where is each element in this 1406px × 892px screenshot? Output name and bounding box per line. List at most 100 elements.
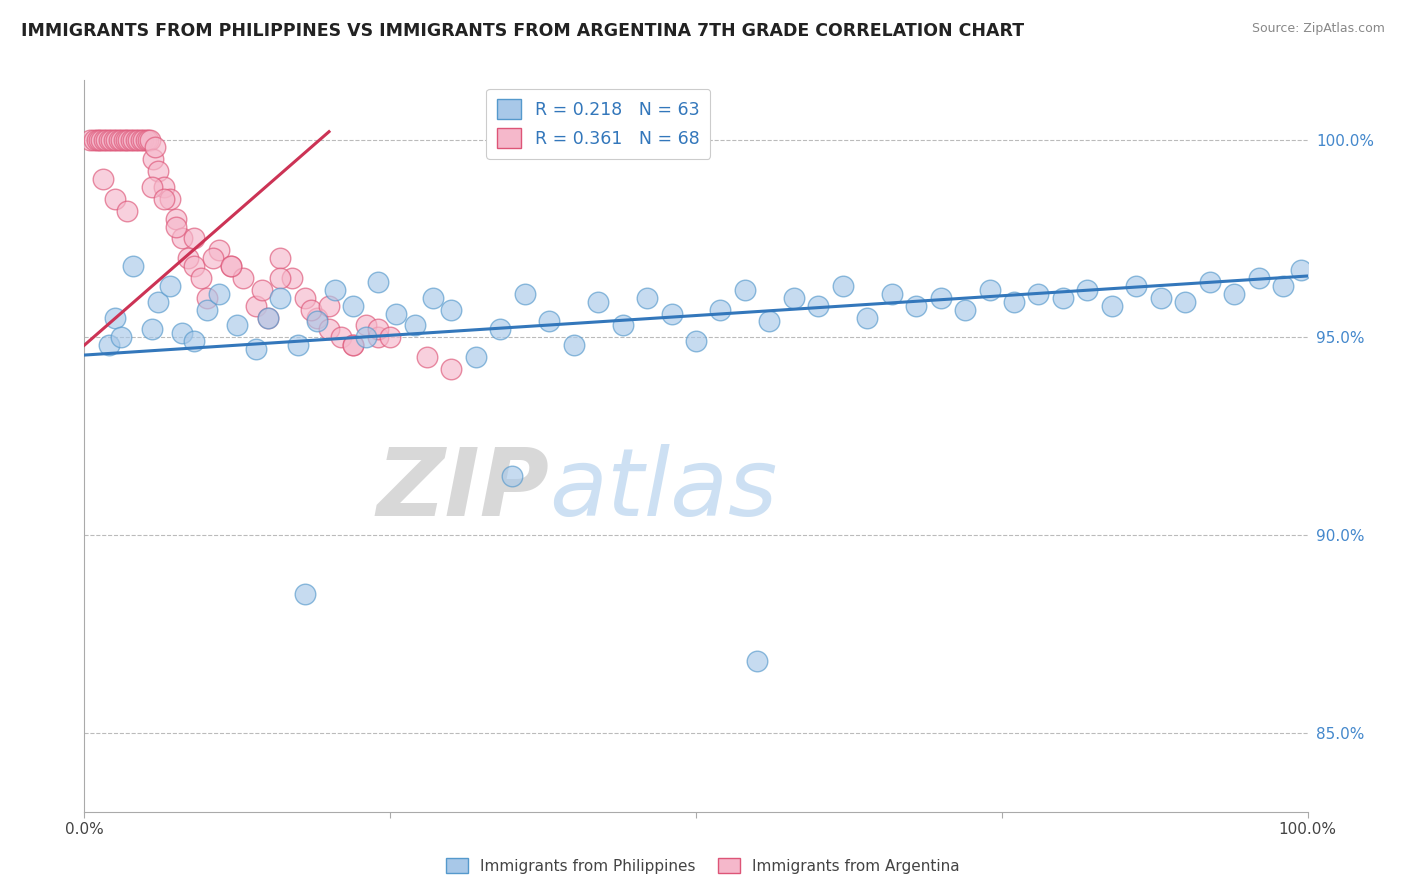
Point xyxy=(586,294,609,309)
Point xyxy=(636,291,658,305)
Point xyxy=(90,132,112,146)
Point xyxy=(281,271,304,285)
Point xyxy=(979,283,1001,297)
Point xyxy=(104,192,127,206)
Point xyxy=(183,334,205,349)
Point xyxy=(232,271,254,285)
Point xyxy=(440,362,463,376)
Point xyxy=(323,283,346,297)
Point xyxy=(1125,278,1147,293)
Point xyxy=(91,172,114,186)
Point xyxy=(1272,278,1295,293)
Point xyxy=(1052,291,1074,305)
Point xyxy=(143,140,166,154)
Point xyxy=(269,291,291,305)
Point xyxy=(1223,286,1246,301)
Point xyxy=(250,283,273,297)
Point xyxy=(880,286,903,301)
Point xyxy=(929,291,952,305)
Point xyxy=(905,299,928,313)
Point xyxy=(747,655,769,669)
Point xyxy=(122,132,145,146)
Point xyxy=(831,278,853,293)
Point xyxy=(120,132,142,146)
Point xyxy=(87,132,110,146)
Point xyxy=(105,132,128,146)
Point xyxy=(513,286,536,301)
Point xyxy=(129,132,152,146)
Point xyxy=(1028,286,1050,301)
Point xyxy=(1076,283,1098,297)
Point xyxy=(318,299,340,313)
Point xyxy=(354,318,377,333)
Point xyxy=(1002,294,1025,309)
Point xyxy=(685,334,707,349)
Point xyxy=(136,132,159,146)
Text: ZIP: ZIP xyxy=(377,444,550,536)
Point xyxy=(269,251,291,265)
Point xyxy=(142,153,165,167)
Point xyxy=(122,259,145,273)
Point xyxy=(404,318,426,333)
Point xyxy=(97,338,120,352)
Point xyxy=(127,132,149,146)
Point xyxy=(758,314,780,328)
Point xyxy=(245,299,267,313)
Point xyxy=(464,350,486,364)
Point xyxy=(440,302,463,317)
Point xyxy=(380,330,402,344)
Point xyxy=(299,302,322,317)
Point xyxy=(177,251,200,265)
Point xyxy=(385,307,408,321)
Point xyxy=(208,286,231,301)
Point xyxy=(112,132,135,146)
Point xyxy=(132,132,155,146)
Point xyxy=(305,314,328,328)
Point xyxy=(562,338,585,352)
Point xyxy=(96,132,118,146)
Point xyxy=(367,322,389,336)
Point xyxy=(367,330,389,344)
Point xyxy=(1247,271,1270,285)
Point xyxy=(1101,299,1123,313)
Point xyxy=(159,278,181,293)
Point xyxy=(165,211,187,226)
Point xyxy=(330,330,353,344)
Point xyxy=(97,132,120,146)
Point xyxy=(783,291,806,305)
Point xyxy=(195,291,218,305)
Point xyxy=(159,192,181,206)
Point xyxy=(100,132,122,146)
Point xyxy=(110,330,132,344)
Point xyxy=(86,132,108,146)
Point xyxy=(502,468,524,483)
Point xyxy=(318,322,340,336)
Text: atlas: atlas xyxy=(550,444,778,535)
Point xyxy=(342,338,364,352)
Point xyxy=(153,180,176,194)
Point xyxy=(354,330,377,344)
Point xyxy=(208,244,231,258)
Point xyxy=(294,291,316,305)
Point xyxy=(183,231,205,245)
Point xyxy=(257,310,280,325)
Point xyxy=(79,132,101,146)
Point xyxy=(856,310,879,325)
Point xyxy=(734,283,756,297)
Point xyxy=(953,302,976,317)
Point xyxy=(538,314,561,328)
Point xyxy=(125,132,148,146)
Point xyxy=(115,203,138,218)
Point xyxy=(115,132,138,146)
Point xyxy=(219,259,242,273)
Point xyxy=(245,342,267,356)
Point xyxy=(135,132,157,146)
Point xyxy=(195,302,218,317)
Point xyxy=(83,132,105,146)
Point xyxy=(294,587,316,601)
Point xyxy=(190,271,212,285)
Point xyxy=(146,164,169,178)
Point xyxy=(117,132,139,146)
Point xyxy=(416,350,439,364)
Point xyxy=(141,322,163,336)
